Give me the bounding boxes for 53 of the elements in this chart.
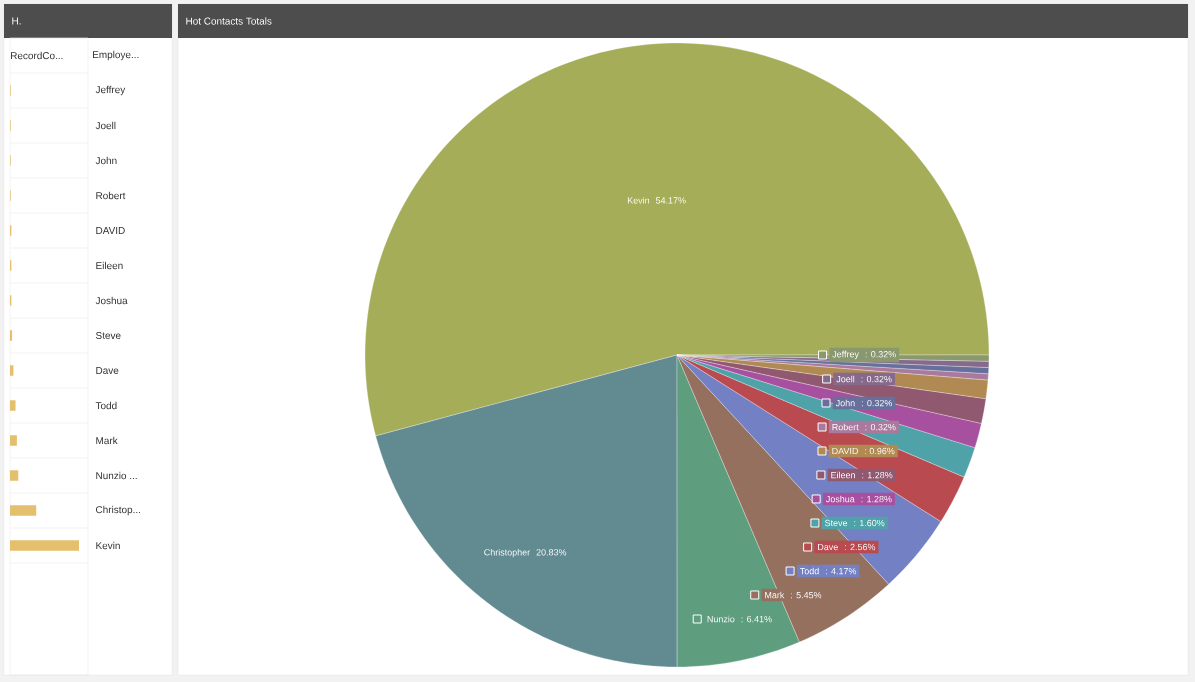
data-label: : 1.28% xyxy=(862,471,893,479)
data-label: 20.83% xyxy=(536,549,567,556)
data-label: : 4.17% xyxy=(826,567,857,575)
legend-label: Dave xyxy=(818,543,838,551)
data-label: : 0.32% xyxy=(865,423,896,431)
y-tick-label: Mark xyxy=(96,436,118,445)
text: Employe... xyxy=(93,50,139,61)
data-label: 54.17% xyxy=(655,197,686,204)
y-tick-label: Todd xyxy=(95,401,117,410)
y-tick-label: Dave xyxy=(96,367,119,374)
legend-label: John xyxy=(835,399,855,407)
data-label: : 0.32% xyxy=(861,399,893,407)
text: RecordCo... xyxy=(11,51,63,60)
bar xyxy=(10,400,16,411)
y-tick-label: Jeffrey xyxy=(95,85,126,96)
legend-label: Robert xyxy=(832,423,859,431)
y-tick-label: Robert xyxy=(96,191,126,200)
legend-label: Steve xyxy=(825,519,848,527)
y-tick-label: Christop... xyxy=(96,505,141,516)
slice-label: Christopher xyxy=(484,548,530,558)
bar xyxy=(10,470,19,481)
data-label: : 5.45% xyxy=(791,591,822,599)
legend-label: Jeffrey xyxy=(832,350,859,360)
slice-label: Kevin xyxy=(627,197,650,204)
legend-label: Nunzio xyxy=(707,615,735,623)
legend-label: DAVID xyxy=(832,447,858,455)
data-label: : 6.41% xyxy=(741,615,772,623)
data-label: : 1.28% xyxy=(861,495,892,503)
legend-label: Eileen xyxy=(831,471,855,479)
legend-label: Mark xyxy=(765,591,785,599)
bar xyxy=(10,505,37,516)
y-tick-label: Eileen xyxy=(96,261,123,270)
bar xyxy=(10,365,14,376)
y-tick-label: John xyxy=(95,156,117,165)
y-tick-label: Joell xyxy=(95,121,116,130)
legend-label: Joshua xyxy=(825,495,855,503)
bar xyxy=(10,330,13,341)
text: Hot Contacts Totals xyxy=(186,17,272,25)
bar xyxy=(10,540,79,551)
data-label: : 0.32% xyxy=(865,351,896,358)
data-label: : 0.96% xyxy=(865,447,895,455)
y-tick-label: Joshua xyxy=(95,296,128,305)
bar xyxy=(10,435,17,446)
legend-label: Todd xyxy=(799,567,819,575)
data-label: : 1.60% xyxy=(854,519,885,527)
legend-label: Joell xyxy=(836,375,855,383)
data-label: : 0.32% xyxy=(861,375,892,383)
y-tick-label: DAVID xyxy=(96,227,125,234)
chart-title: H. xyxy=(12,17,21,25)
y-tick-label: Steve xyxy=(95,331,121,340)
data-label: : 2.56% xyxy=(845,543,876,551)
y-tick-label: Nunzio ... xyxy=(96,471,137,480)
y-tick-label: Kevin xyxy=(96,541,120,550)
